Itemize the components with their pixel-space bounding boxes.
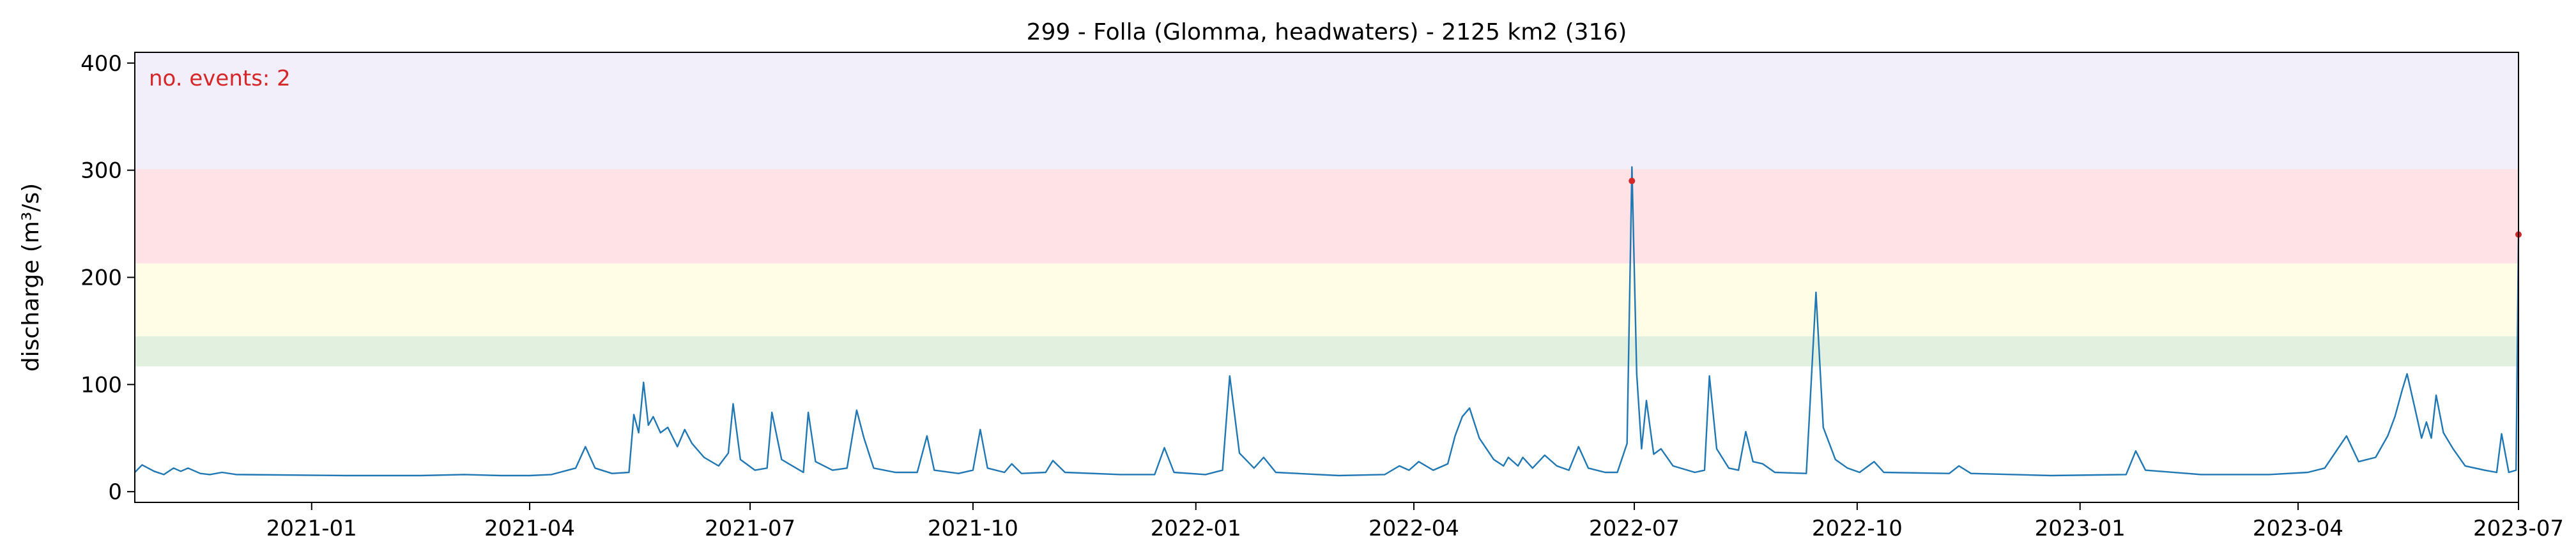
x-axis: 2021-01 2021-04 2021-07 2021-10 2022-01 2022-… [266,502,2564,541]
x-tick-label: 2023-01 [2035,516,2126,541]
x-tick-label: 2023-07 [2473,516,2564,541]
x-tick-label: 2021-01 [266,516,357,541]
chart-title: 299 - Folla (Glomma, headwaters) - 2125 … [1027,19,1627,45]
y-axis-label: discharge (m³/s) [18,183,44,372]
event-count-annotation: no. events: 2 [149,66,291,91]
flood-events [1629,177,2522,238]
x-tick-label: 2022-04 [1368,516,1459,541]
y-tick-label: 400 [80,51,122,77]
x-tick-label: 2021-10 [928,516,1018,541]
y-tick-label: 0 [108,479,122,505]
x-tick-label: 2022-01 [1151,516,1241,541]
x-tick-label: 2022-10 [1812,516,1903,541]
threshold-bands [135,52,2518,366]
series-line-0 [134,166,2520,477]
y-tick-label: 100 [80,372,122,398]
threshold-band-1 [135,263,2518,336]
threshold-band-3 [135,52,2518,169]
x-tick-label: 2021-07 [705,516,795,541]
y-tick-label: 200 [80,266,122,291]
threshold-band-0 [135,336,2518,366]
threshold-band-2 [135,169,2518,264]
x-tick-label: 2023-04 [2253,516,2343,541]
y-axis: 0 100 200 300 400 [80,51,135,505]
y-tick-label: 300 [80,158,122,184]
event-marker-0 [1629,177,1636,184]
discharge-series [134,166,2520,477]
x-tick-label: 2021-04 [484,516,575,541]
x-tick-label: 2022-07 [1589,516,1680,541]
